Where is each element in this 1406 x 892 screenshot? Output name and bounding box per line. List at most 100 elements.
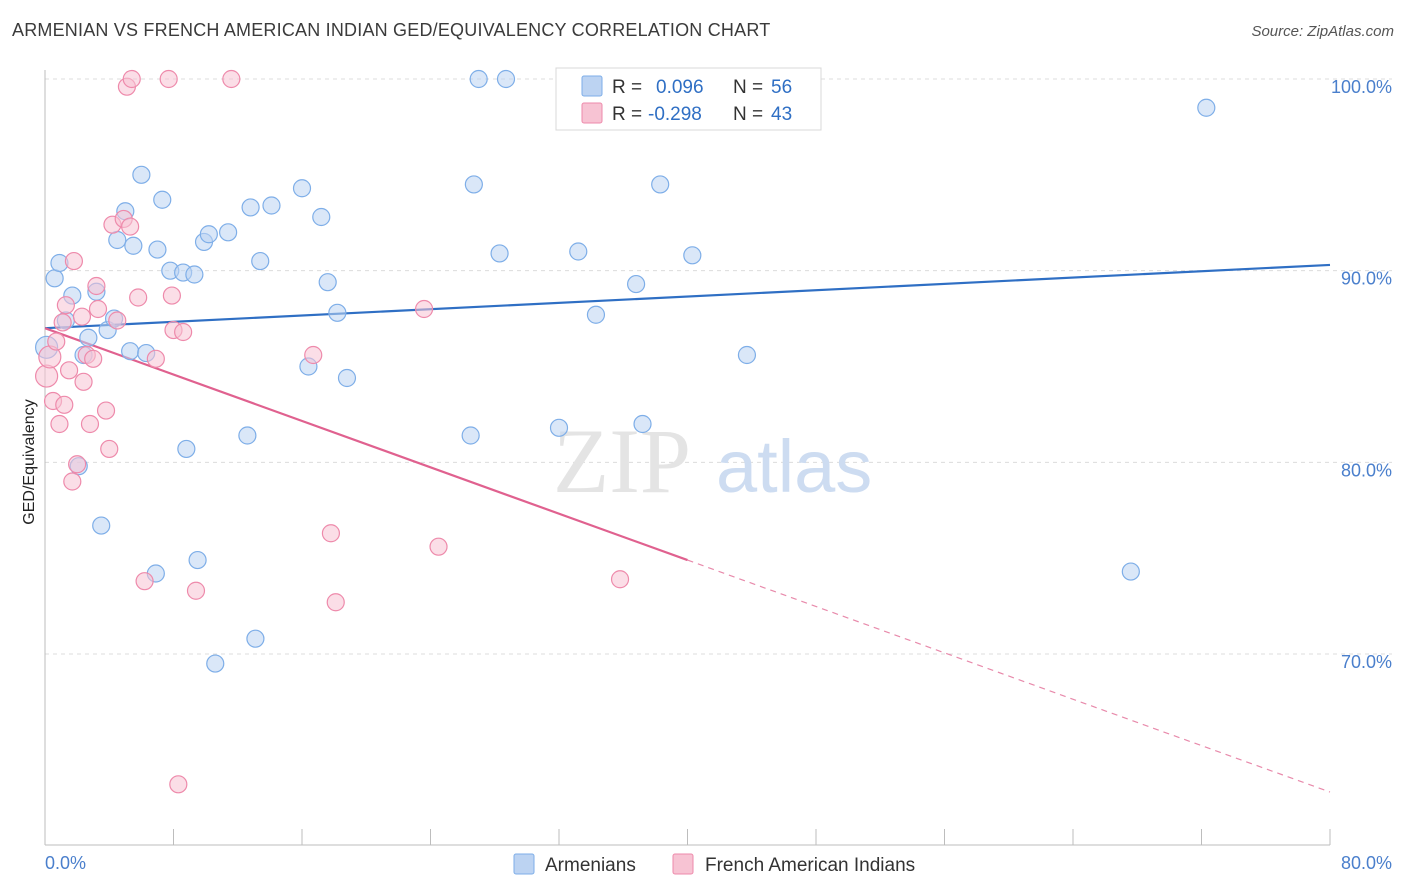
y-axis-title: GED/Equivalency xyxy=(21,399,38,524)
chart-title: ARMENIAN VS FRENCH AMERICAN INDIAN GED/E… xyxy=(12,20,771,40)
stats-legend: R = 0.096 N = 56 R = -0.298 N = 43 xyxy=(555,67,822,131)
point-armenians xyxy=(185,265,204,284)
point-armenians xyxy=(1197,98,1216,117)
point-armenians xyxy=(246,629,265,648)
trendline-armenians xyxy=(44,263,1331,330)
point-french-american-indians xyxy=(414,299,434,319)
point-armenians xyxy=(312,207,331,227)
point-french-american-indians xyxy=(96,401,116,420)
point-armenians xyxy=(626,274,646,294)
point-french-american-indians xyxy=(84,349,103,368)
point-armenians xyxy=(292,179,312,198)
point-french-american-indians xyxy=(429,537,448,556)
point-french-american-indians xyxy=(186,581,206,600)
point-armenians xyxy=(153,190,172,209)
point-armenians xyxy=(92,516,111,535)
n-value-french: 43 xyxy=(771,104,792,125)
point-armenians xyxy=(251,251,270,271)
y-tick-label: 90.0% xyxy=(1341,269,1392,289)
n-label-french: N = xyxy=(733,104,763,125)
point-armenians xyxy=(124,236,143,255)
point-armenians xyxy=(496,69,516,89)
point-french-american-indians xyxy=(610,570,630,589)
source-label: Source: ZipAtlas.com xyxy=(1251,23,1394,40)
y-tick-label: 80.0% xyxy=(1341,460,1392,480)
legend-label-armenians: Armenians xyxy=(545,855,636,876)
point-armenians xyxy=(464,175,483,194)
y-tick-label: 100.0% xyxy=(1331,77,1392,97)
point-armenians xyxy=(651,175,670,194)
point-french-american-indians xyxy=(72,307,92,326)
point-armenians xyxy=(206,654,225,673)
point-french-american-indians xyxy=(50,414,69,434)
point-armenians xyxy=(219,223,238,242)
point-armenians xyxy=(633,414,652,434)
bottom-legend: Armenians French American Indians xyxy=(513,853,915,876)
point-armenians xyxy=(188,550,207,570)
point-armenians xyxy=(569,242,588,261)
point-armenians xyxy=(108,230,127,250)
point-french-american-indians xyxy=(74,372,93,391)
point-armenians xyxy=(490,244,509,263)
n-label-armenians: N = xyxy=(733,77,763,98)
watermark-zip: ZIP xyxy=(553,410,691,512)
trendline-french-extension xyxy=(687,559,1331,793)
point-armenians xyxy=(79,328,98,347)
armenians-swatch xyxy=(581,75,603,97)
point-armenians xyxy=(132,165,151,184)
point-french-american-indians xyxy=(88,299,108,319)
point-armenians xyxy=(737,345,757,365)
point-french-american-indians xyxy=(87,276,106,296)
point-french-american-indians xyxy=(304,345,323,365)
point-french-american-indians xyxy=(59,361,79,380)
point-armenians xyxy=(121,342,140,361)
point-armenians xyxy=(262,196,281,215)
data-points xyxy=(35,69,1216,794)
point-armenians xyxy=(586,305,606,324)
point-french-american-indians xyxy=(68,455,87,474)
point-french-american-indians xyxy=(108,311,127,330)
x-tick-label-min: 0.0% xyxy=(45,853,86,873)
point-french-american-indians xyxy=(222,69,241,89)
legend-label-french-american-indians: French American Indians xyxy=(705,855,915,876)
tick-labels: 70.0% 80.0% 90.0% 100.0% 0.0% 80.0% xyxy=(45,77,1392,873)
point-french-american-indians xyxy=(321,524,341,543)
french-american-indians-swatch xyxy=(581,102,603,124)
legend-swatch-french-american-indians xyxy=(672,853,694,875)
point-armenians xyxy=(241,198,260,217)
legend-swatch-armenians xyxy=(513,853,535,875)
r-value-armenians: 0.096 xyxy=(656,77,704,98)
point-french-american-indians xyxy=(63,472,82,491)
y-tick-label: 70.0% xyxy=(1341,652,1392,672)
point-french-american-indians xyxy=(47,332,66,351)
point-armenians xyxy=(337,368,357,388)
point-french-american-indians xyxy=(35,364,59,388)
x-tick-label-max: 80.0% xyxy=(1341,853,1392,873)
point-french-american-indians xyxy=(100,439,119,459)
point-french-american-indians xyxy=(53,313,72,332)
n-value-armenians: 56 xyxy=(771,77,792,98)
trendlines xyxy=(44,263,1331,793)
point-armenians xyxy=(1121,562,1140,581)
point-armenians xyxy=(328,303,347,322)
point-armenians xyxy=(238,426,257,445)
point-french-american-indians xyxy=(162,286,181,305)
point-armenians xyxy=(199,225,218,244)
grid-lines xyxy=(45,78,1392,655)
watermark-atlas: atlas xyxy=(716,425,872,508)
point-armenians xyxy=(148,240,167,259)
r-label-french: R = xyxy=(612,104,642,125)
point-french-american-indians xyxy=(135,572,154,591)
point-armenians xyxy=(461,426,480,445)
point-french-american-indians xyxy=(80,414,100,434)
point-armenians xyxy=(45,269,64,288)
point-french-american-indians xyxy=(64,251,84,271)
r-label-armenians: R = xyxy=(612,77,642,98)
point-french-american-indians xyxy=(121,217,140,236)
watermark: ZIP atlas xyxy=(553,410,872,512)
point-armenians xyxy=(177,439,196,459)
point-french-american-indians xyxy=(122,69,141,89)
point-french-american-indians xyxy=(129,288,148,307)
point-french-american-indians xyxy=(169,775,188,794)
